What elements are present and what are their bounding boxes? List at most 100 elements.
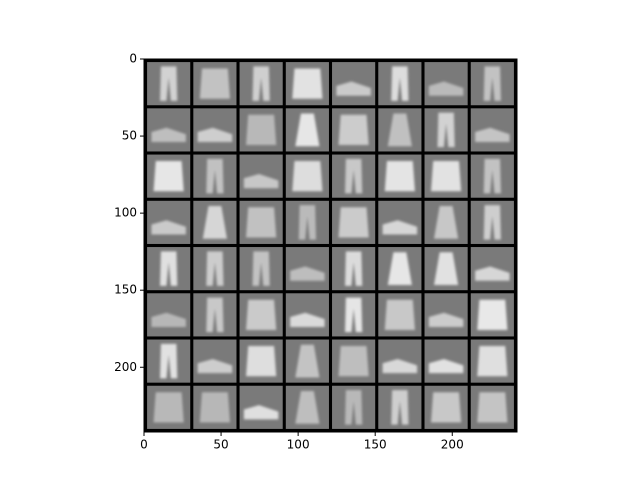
garment <box>387 113 412 147</box>
trousers <box>437 112 455 148</box>
garment <box>206 297 224 333</box>
garment <box>252 66 270 101</box>
shirt <box>477 299 508 330</box>
shoe <box>428 358 464 374</box>
garment <box>338 114 369 146</box>
garment <box>206 251 224 286</box>
trousers <box>206 297 224 333</box>
trousers <box>160 343 178 379</box>
trousers <box>206 158 224 194</box>
garment <box>477 392 508 423</box>
garment <box>295 113 320 147</box>
shirt <box>292 161 323 192</box>
shirt <box>338 207 369 238</box>
shoe <box>290 266 325 281</box>
garment <box>202 205 227 239</box>
garment <box>290 266 325 281</box>
shirt <box>246 114 277 146</box>
garment <box>382 358 418 374</box>
dress <box>387 252 412 286</box>
garment <box>382 220 418 235</box>
garment <box>199 68 231 99</box>
y-tick-label: 0 <box>129 52 137 66</box>
image-grid <box>147 62 514 429</box>
shoe <box>151 127 186 142</box>
shoe <box>290 312 325 327</box>
shirt <box>430 392 462 423</box>
garment <box>246 207 277 238</box>
trousers <box>160 251 178 286</box>
shoe <box>475 127 510 142</box>
trousers <box>483 66 501 101</box>
shirt <box>430 161 462 192</box>
garment <box>206 158 224 194</box>
garment <box>384 299 415 330</box>
shoe <box>382 220 418 235</box>
shoe <box>475 266 510 281</box>
garment <box>292 161 323 192</box>
garment <box>197 127 233 142</box>
shirt <box>153 161 184 192</box>
garment <box>428 312 464 327</box>
shirt <box>246 299 277 330</box>
garment <box>298 205 317 240</box>
shoe <box>382 358 418 374</box>
trousers <box>298 205 317 240</box>
dress <box>434 252 459 286</box>
dress <box>295 113 320 147</box>
dress <box>387 113 412 147</box>
garment <box>252 251 270 286</box>
garment <box>428 358 464 374</box>
garment <box>292 68 323 99</box>
shoe <box>243 173 279 189</box>
garment <box>290 312 325 327</box>
garment <box>475 127 510 142</box>
shoe <box>197 358 233 374</box>
axes-frame <box>143 58 518 433</box>
garment <box>387 252 412 286</box>
garment <box>430 392 462 423</box>
garment <box>475 266 510 281</box>
garment <box>344 158 363 194</box>
dress <box>202 205 227 239</box>
trousers <box>160 66 178 101</box>
shirt <box>338 114 369 146</box>
shoe <box>151 312 186 327</box>
garment <box>338 207 369 238</box>
garment <box>295 390 320 424</box>
x-tick-label: 50 <box>213 438 228 452</box>
garment <box>199 392 231 423</box>
y-tick-label: 100 <box>114 206 137 220</box>
garment <box>243 173 279 189</box>
garment <box>153 161 184 192</box>
x-tick-label: 0 <box>140 438 148 452</box>
garment <box>160 343 178 379</box>
garment <box>483 66 501 101</box>
trousers <box>391 390 409 425</box>
garment <box>246 114 277 146</box>
shirt <box>199 68 231 99</box>
garment <box>295 344 320 378</box>
trousers <box>344 297 363 333</box>
garment <box>437 112 455 148</box>
shirt <box>384 161 415 192</box>
garment <box>151 312 186 327</box>
garment <box>428 81 464 96</box>
y-tick-label: 150 <box>114 283 137 297</box>
garment <box>477 299 508 330</box>
shirt <box>199 392 231 423</box>
garment <box>391 66 409 101</box>
garment <box>197 358 233 374</box>
trousers <box>344 251 363 286</box>
garment <box>153 392 184 423</box>
trousers <box>206 251 224 286</box>
garment <box>391 390 409 425</box>
x-tick-label: 150 <box>364 438 387 452</box>
shoe <box>428 312 464 327</box>
garment <box>344 251 363 286</box>
garment <box>344 390 363 425</box>
shirt <box>477 345 508 377</box>
garment <box>430 161 462 192</box>
y-tick-label: 200 <box>114 360 137 374</box>
